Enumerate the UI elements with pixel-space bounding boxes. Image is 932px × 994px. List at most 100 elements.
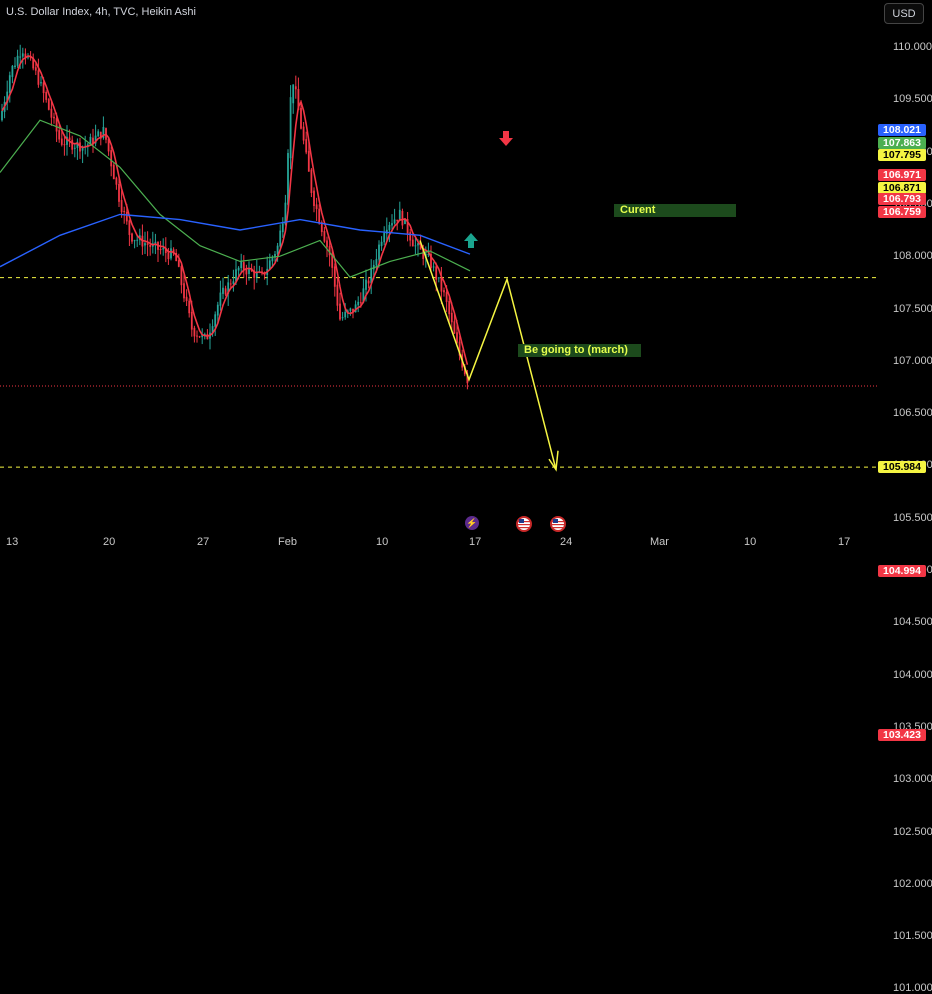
- candle-body: [368, 281, 370, 284]
- candle-body: [233, 281, 235, 284]
- currency-button[interactable]: USD: [884, 3, 924, 24]
- candle-body: [118, 184, 120, 202]
- candle-body: [344, 312, 346, 317]
- price-axis-label: 101.000: [893, 982, 932, 994]
- candle-body: [40, 82, 42, 83]
- candle-body: [357, 302, 359, 305]
- price-axis-label: 107.500: [893, 303, 932, 315]
- us-flag-icon[interactable]: [550, 516, 566, 532]
- candle-body: [188, 301, 190, 314]
- candle-body: [69, 138, 71, 141]
- candle-body: [313, 191, 315, 206]
- candle-body: [350, 308, 352, 310]
- candle-body: [415, 245, 417, 246]
- candle-body: [199, 336, 201, 337]
- price-axis-label: 104.500: [893, 616, 932, 628]
- candle-body: [225, 288, 227, 294]
- candle-body: [134, 240, 136, 241]
- price-tag-high: 106.971: [878, 169, 926, 181]
- candle-body: [191, 312, 193, 330]
- target-annotation[interactable]: Be going to (march): [518, 344, 641, 357]
- candle-body: [448, 301, 450, 314]
- candle-body: [412, 240, 414, 247]
- price-axis-label: 105.500: [893, 512, 932, 524]
- lightning-icon[interactable]: ⚡: [465, 516, 479, 530]
- us-flag-icon[interactable]: [516, 516, 532, 532]
- price-axis-label: 101.500: [893, 930, 932, 942]
- candle-body: [292, 84, 294, 103]
- candle-body: [300, 108, 302, 129]
- price-tag-sma-slow: 108.021: [878, 124, 926, 136]
- candle-body: [45, 92, 47, 100]
- candle-body: [316, 204, 318, 209]
- candle-body: [97, 131, 99, 136]
- candle-body: [303, 127, 305, 141]
- candle-body: [295, 86, 297, 89]
- price-tag-support-2: 103.423: [878, 729, 926, 741]
- candle-body: [240, 261, 242, 268]
- candle-body: [311, 170, 313, 193]
- candle-body: [222, 288, 224, 294]
- candle-body: [220, 293, 222, 306]
- candle-body: [61, 139, 63, 145]
- candle-body: [217, 305, 219, 316]
- candle-body: [378, 245, 380, 260]
- candle-body: [123, 211, 125, 212]
- candle-body: [48, 99, 50, 110]
- candle-body: [305, 139, 307, 152]
- candle-body: [14, 66, 16, 67]
- candle-body: [438, 277, 440, 278]
- price-axis-label: 107.000: [893, 355, 932, 367]
- candle-body: [17, 56, 19, 66]
- candle-body: [318, 209, 320, 224]
- candle-body: [389, 225, 391, 230]
- candle-body: [360, 302, 362, 303]
- candle-body: [116, 178, 118, 185]
- candle-body: [12, 66, 14, 77]
- candle-body: [290, 97, 292, 158]
- candle-body: [381, 242, 383, 246]
- candle-body: [113, 165, 115, 179]
- candle-body: [246, 270, 248, 275]
- time-axis-label: Mar: [650, 536, 669, 548]
- candle-body: [443, 290, 445, 292]
- price-axis-label: 104.000: [893, 669, 932, 681]
- candle-body: [402, 211, 404, 225]
- candle-body: [214, 314, 216, 326]
- price-axis-label: 110.000: [893, 41, 932, 53]
- time-axis-label: Feb: [278, 536, 297, 548]
- candle-body: [129, 220, 131, 234]
- candle-body: [454, 321, 456, 333]
- candle-body: [334, 267, 336, 287]
- candle-body: [339, 304, 341, 320]
- candle-body: [383, 233, 385, 242]
- candle-body: [56, 118, 58, 131]
- candle-body: [160, 249, 162, 250]
- candle-body: [337, 285, 339, 306]
- candle-body: [58, 130, 60, 139]
- candle-body: [168, 253, 170, 259]
- price-axis-label: 103.000: [893, 773, 932, 785]
- candle-body: [433, 266, 435, 267]
- candle-body: [35, 67, 37, 70]
- ma-mid-line: [0, 120, 470, 277]
- price-tag-sma-mid: 107.863: [878, 137, 926, 149]
- candle-body: [396, 220, 398, 221]
- candle-body: [74, 148, 76, 149]
- price-tag-close: 106.793: [878, 193, 926, 205]
- price-tag-current: 106.759: [878, 206, 926, 218]
- price-chart[interactable]: [0, 0, 932, 550]
- candle-body: [409, 232, 411, 240]
- candle-body: [342, 317, 344, 318]
- time-axis-label: 17: [469, 536, 481, 548]
- candle-body: [451, 313, 453, 322]
- candle-body: [183, 283, 185, 298]
- current-annotation[interactable]: Curent: [614, 204, 736, 217]
- chart-title: U.S. Dollar Index, 4h, TVC, Heikin Ashi: [6, 6, 196, 18]
- price-tag-resistance: 107.795: [878, 149, 926, 161]
- time-axis-label: 24: [560, 536, 572, 548]
- candle-body: [136, 240, 138, 241]
- candle-body: [71, 140, 73, 150]
- time-axis-label: 10: [744, 536, 756, 548]
- candle-body: [144, 243, 146, 245]
